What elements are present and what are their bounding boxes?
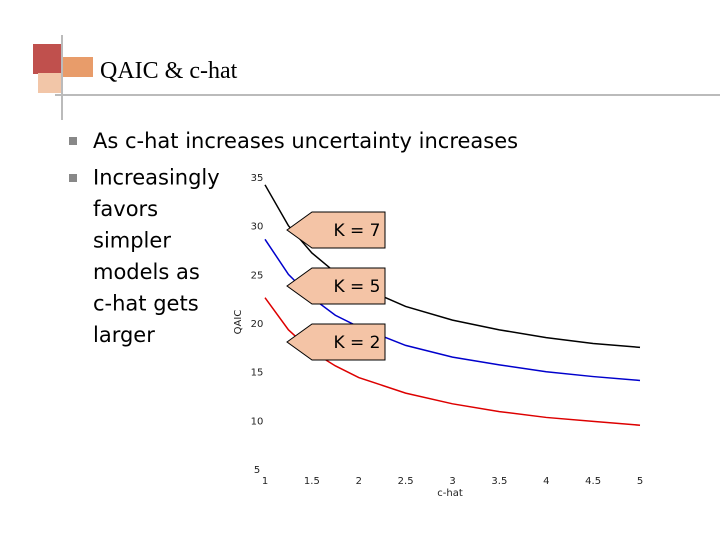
bullet-text: c-hat gets (93, 292, 199, 316)
x-tick-label: 2 (356, 476, 362, 487)
series-line (264, 297, 641, 426)
deco-square (33, 44, 63, 74)
x-tick-label: 1 (262, 476, 268, 487)
bullet-text: As c-hat increases uncertainty increases (93, 129, 518, 153)
bullet-text: Increasingly (93, 166, 220, 190)
x-axis-label: c-hat (437, 488, 463, 499)
series-label: K = 5 (333, 277, 380, 297)
bullet-text: simpler (93, 229, 171, 253)
y-tick-label: 20 (251, 319, 264, 330)
series-label: K = 7 (333, 221, 380, 241)
y-axis-label: QAIC (233, 310, 244, 335)
x-tick-label: 5 (637, 476, 643, 487)
series-line (264, 184, 641, 349)
deco-square (38, 73, 63, 93)
x-tick-label: 3.5 (491, 476, 507, 487)
y-tick-label: 15 (251, 368, 264, 379)
arrow-label (286, 211, 386, 249)
annotations: K = 7 K = 5 K = 2 (286, 211, 386, 361)
bullet-text: larger (93, 323, 155, 347)
deco-square (63, 57, 93, 77)
bullet-text: models as (93, 260, 200, 284)
slide-title: QAIC & c-hat (100, 58, 238, 84)
arrow-label (286, 267, 386, 305)
bullet-marker (69, 137, 77, 145)
y-tick-label: 25 (251, 270, 264, 281)
bullet-marker (69, 174, 77, 182)
y-tick-label: 5 (254, 465, 260, 476)
series-label: K = 2 (333, 333, 380, 353)
x-tick-label: 3 (449, 476, 455, 487)
x-tick-label: 2.5 (398, 476, 414, 487)
y-tick-label: 30 (251, 222, 264, 233)
bullet-text: favors (93, 197, 158, 221)
x-tick-label: 4.5 (585, 476, 601, 487)
y-tick-label: 35 (251, 173, 264, 184)
bullets: As c-hat increases uncertainty increases… (93, 129, 518, 347)
y-tick-label: 10 (251, 416, 264, 427)
x-tick-label: 1.5 (304, 476, 320, 487)
arrow-label (286, 323, 386, 361)
x-tick-label: 4 (543, 476, 549, 487)
